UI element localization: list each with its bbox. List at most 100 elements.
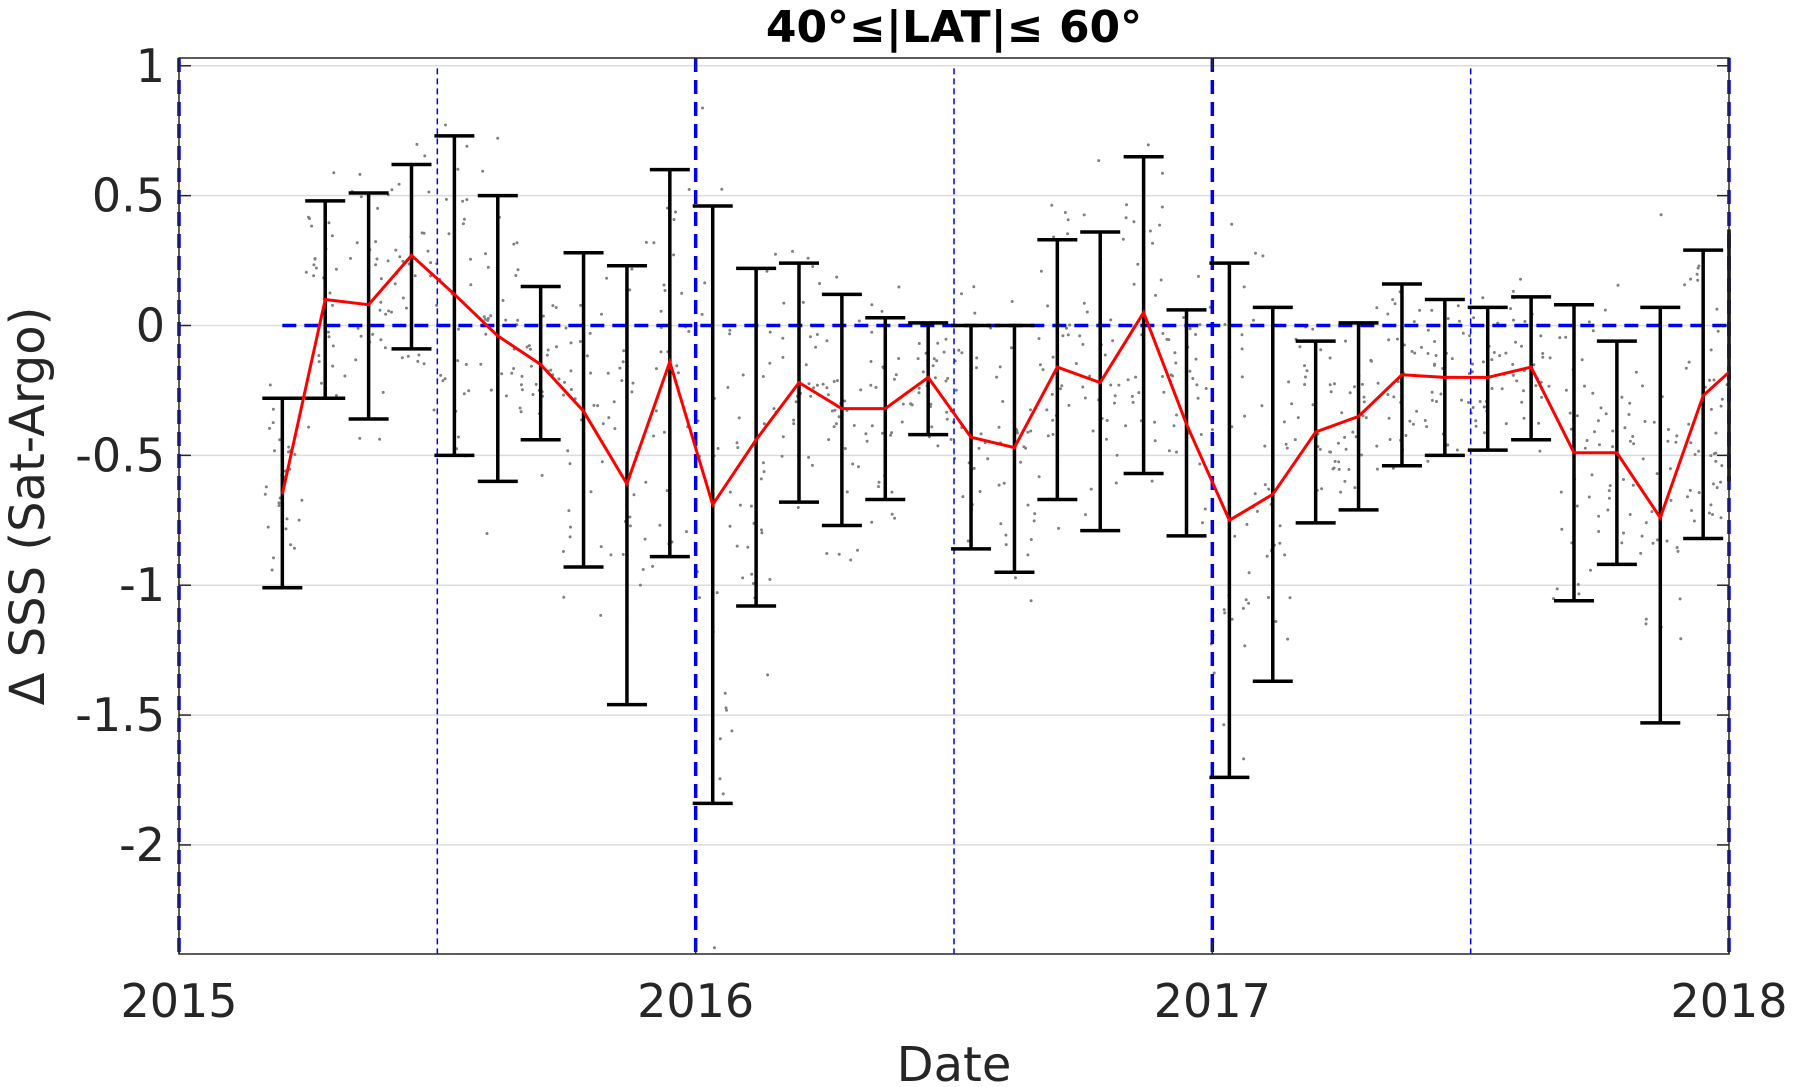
scatter-point [1125, 203, 1128, 207]
scatter-point [264, 485, 268, 489]
scatter-point [1199, 433, 1203, 436]
scatter-point [578, 340, 582, 343]
scatter-point [835, 379, 839, 383]
scatter-point [1644, 622, 1648, 626]
scatter-point [792, 418, 796, 422]
scatter-point [864, 432, 868, 436]
scatter-point [917, 391, 921, 395]
scatter-point [804, 363, 808, 367]
scatter-point [1032, 519, 1036, 523]
scatter-point [1639, 551, 1643, 555]
scatter-point [1303, 383, 1307, 386]
scatter-point [654, 409, 658, 413]
scatter-point [1255, 509, 1259, 513]
scatter-point [1051, 432, 1055, 436]
scatter-point [1576, 583, 1580, 586]
scatter-point [358, 172, 362, 176]
scatter-point [1709, 407, 1713, 411]
scatter-point [1160, 205, 1164, 209]
scatter-point [1446, 317, 1450, 321]
scatter-point [516, 268, 520, 272]
scatter-point [469, 283, 473, 287]
scatter-point [1285, 446, 1289, 450]
scatter-point [1244, 598, 1248, 602]
scatter-point [1519, 277, 1522, 281]
scatter-point [761, 461, 765, 465]
scatter-point [1174, 361, 1178, 365]
scatter-point [977, 446, 981, 450]
scatter-point [1391, 298, 1395, 302]
scatter-point [589, 371, 593, 375]
scatter-point [1607, 496, 1611, 500]
scatter-point [1188, 369, 1192, 373]
scatter-point [1081, 385, 1085, 389]
scatter-point [801, 300, 805, 304]
scatter-point [1146, 143, 1150, 147]
scatter-point [760, 528, 763, 532]
scatter-point [1223, 611, 1227, 615]
scatter-point [567, 509, 571, 513]
scatter-point [1124, 424, 1128, 428]
scatter-point [330, 234, 334, 238]
scatter-point [1426, 328, 1430, 332]
plot-frame [178, 57, 1730, 955]
scatter-point [549, 368, 553, 372]
scatter-point [1430, 398, 1434, 402]
scatter-point [932, 357, 936, 361]
scatter-point [1597, 514, 1601, 518]
scatter-point [815, 333, 819, 336]
scatter-point [481, 169, 485, 173]
scatter-point [1430, 308, 1434, 312]
scatter-point [1688, 488, 1692, 492]
scatter-point [1203, 507, 1207, 511]
scatter-point [1340, 411, 1344, 415]
scatter-point [973, 311, 977, 315]
scatter-point [791, 249, 794, 253]
scatter-point [1460, 398, 1463, 402]
scatter-point [1059, 387, 1062, 391]
scatter-point [620, 379, 624, 383]
scatter-point [456, 167, 460, 171]
scatter-point [601, 422, 605, 426]
scatter-point [1650, 510, 1654, 514]
scatter-point [1296, 416, 1300, 420]
scatter-point [1415, 409, 1419, 413]
scatter-point [730, 729, 734, 733]
scatter-point [1687, 422, 1691, 426]
scatter-point [304, 270, 308, 274]
scatter-point [566, 449, 570, 453]
scatter-point [1720, 464, 1724, 468]
scatter-point [1198, 462, 1202, 466]
scatter-point [843, 399, 847, 403]
scatter-point [516, 318, 520, 322]
scatter-point [1039, 269, 1043, 273]
scatter-point [1024, 446, 1028, 450]
scatter-point [1278, 524, 1282, 528]
scatter-point [1683, 283, 1687, 287]
scatter-point [1478, 400, 1482, 403]
scatter-point [563, 380, 566, 384]
scatter-point [1278, 541, 1282, 545]
y-tick-label: 0.5 [92, 169, 165, 223]
scatter-point [1167, 449, 1171, 453]
scatter-point [331, 364, 335, 368]
scatter-point [1283, 553, 1287, 557]
scatter-point [422, 231, 426, 235]
scatter-point [1467, 401, 1470, 404]
scatter-point [960, 351, 964, 355]
scatter-point [1046, 434, 1050, 438]
scatter-point [1641, 384, 1644, 388]
scatter-point [931, 364, 935, 368]
scatter-point [1577, 592, 1581, 596]
scatter-point [1604, 412, 1608, 416]
scatter-point [397, 182, 401, 186]
scatter-point [358, 436, 362, 440]
scatter-point [613, 427, 617, 431]
scatter-point [1362, 395, 1366, 399]
scatter-point [1483, 431, 1486, 435]
scatter-point [612, 400, 616, 404]
scatter-point [1687, 360, 1691, 364]
scatter-point [825, 339, 829, 343]
scatter-point [592, 403, 596, 407]
scatter-point [1161, 332, 1165, 335]
